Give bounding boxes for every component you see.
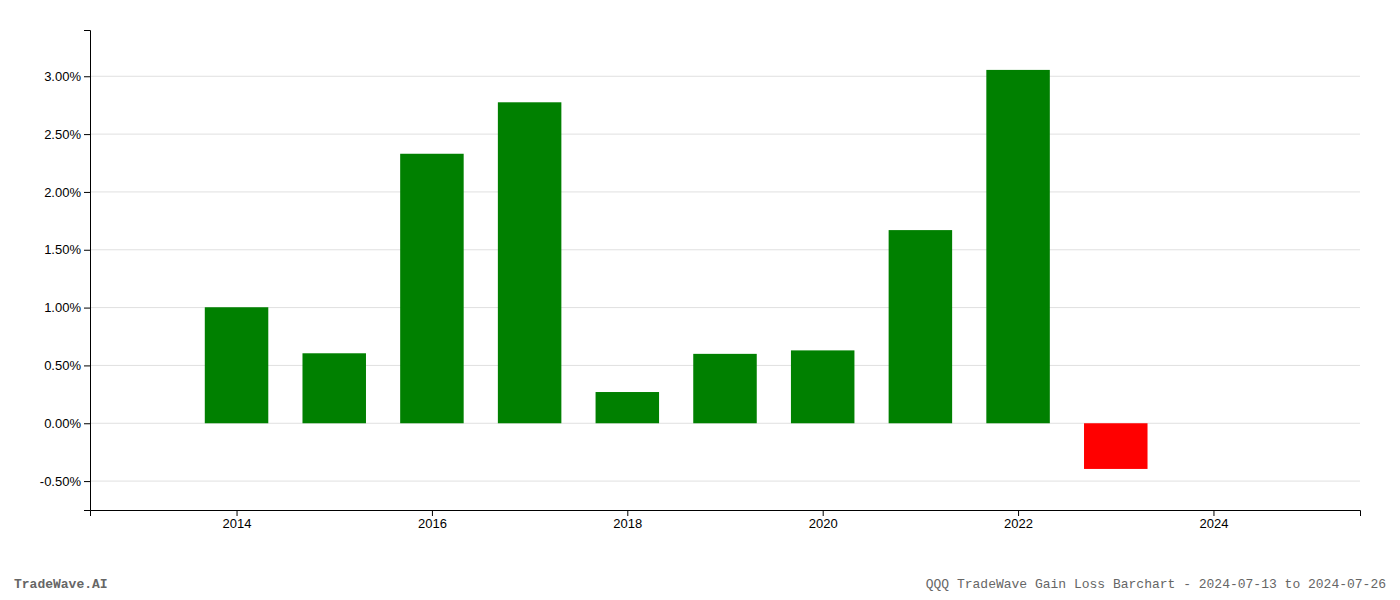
bar	[400, 154, 464, 423]
x-tick-mark	[1018, 510, 1019, 516]
y-tick-mark	[84, 250, 90, 251]
grid-line	[90, 481, 1360, 482]
grid-line	[90, 191, 1360, 192]
bar	[693, 354, 757, 423]
y-tick: 0.50%	[44, 358, 90, 373]
y-tick: 2.50%	[44, 127, 90, 142]
y-tick-label: 0.50%	[44, 358, 81, 373]
watermark: TradeWave.AI	[14, 577, 108, 592]
x-tick: 2018	[613, 510, 642, 531]
y-tick-mark	[84, 134, 90, 135]
bar	[498, 102, 561, 423]
x-tick-mark	[237, 510, 238, 516]
grid-line	[90, 76, 1360, 77]
x-tick-mark	[627, 510, 628, 516]
x-tick-label: 2020	[809, 516, 838, 531]
y-tick-mark	[84, 76, 90, 77]
x-tick: 2022	[1004, 510, 1033, 531]
x-tick-label: 2018	[613, 516, 642, 531]
y-tick-mark	[84, 192, 90, 193]
y-tick-mark	[84, 423, 90, 424]
x-tick-label: 2024	[1200, 516, 1229, 531]
bar	[596, 392, 660, 423]
x-tick-mark	[432, 510, 433, 516]
x-tick-label: 2016	[418, 516, 447, 531]
y-tick: 2.00%	[44, 185, 90, 200]
x-axis-line	[91, 511, 1361, 517]
bar	[302, 353, 366, 423]
x-tick: 2024	[1200, 510, 1229, 531]
y-tick: 1.50%	[44, 242, 90, 257]
y-axis: -0.50% 0.00% 0.50% 1.00% 1.50% 2.00% 2.50% 3.00…	[40, 31, 91, 511]
x-tick-mark	[823, 510, 824, 516]
grid	[90, 76, 1360, 481]
x-tick-mark	[1213, 510, 1214, 516]
x-tick: 2020	[809, 510, 838, 531]
title: QQQ TradeWave Gain Loss Barchart - 2024-…	[926, 577, 1386, 592]
x-tick: 2014	[223, 510, 252, 531]
grid-line	[90, 134, 1360, 135]
x-tick-label: 2022	[1004, 516, 1033, 531]
y-tick-mark	[84, 365, 90, 366]
y-tick-label: 1.50%	[44, 242, 81, 257]
bar	[889, 230, 953, 423]
bar	[986, 70, 1050, 423]
y-tick: 1.00%	[44, 300, 90, 315]
grid-line	[90, 249, 1360, 250]
x-tick-label: 2014	[223, 516, 252, 531]
y-tick: 0.00%	[44, 416, 90, 431]
y-tick-label: -0.50%	[40, 474, 82, 489]
bar	[791, 350, 855, 423]
y-tick-mark	[84, 308, 90, 309]
y-tick-label: 2.00%	[44, 185, 81, 200]
y-axis-line	[84, 31, 91, 511]
y-tick-mark	[84, 481, 90, 482]
grid-line	[90, 307, 1360, 308]
chart-svg: -0.50% 0.00% 0.50% 1.00% 1.50% 2.00% 2.50% 3.00…	[0, 0, 1400, 600]
y-tick-label: 2.50%	[44, 127, 81, 142]
y-tick-label: 1.00%	[44, 300, 81, 315]
bar	[1084, 423, 1148, 469]
y-tick-label: 3.00%	[44, 69, 81, 84]
y-tick: -0.50%	[40, 474, 90, 489]
x-tick: 2016	[418, 510, 447, 531]
y-tick-label: 0.00%	[44, 416, 81, 431]
chart-container: -0.50% 0.00% 0.50% 1.00% 1.50% 2.00% 2.50% 3.00…	[0, 0, 1400, 600]
bar	[205, 307, 269, 423]
y-tick: 3.00%	[44, 69, 90, 84]
x-axis: 2014 2016 2018 2020 2022 2024	[91, 510, 1361, 531]
plot-area: -0.50% 0.00% 0.50% 1.00% 1.50% 2.00% 2.50% 3.00…	[40, 31, 1361, 532]
bars	[205, 70, 1148, 469]
